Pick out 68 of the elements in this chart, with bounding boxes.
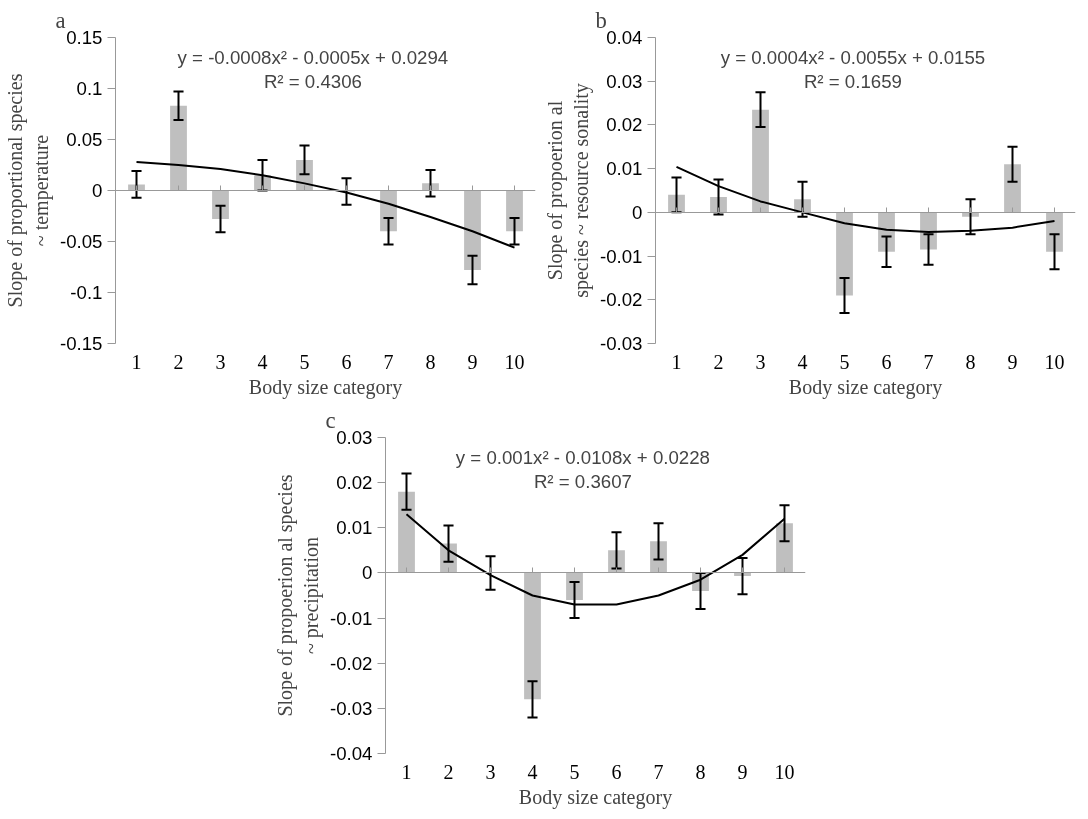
x-tick-label: 1 — [131, 350, 142, 373]
annotation: y = 0.001x² - 0.0108x + 0.0228 — [455, 447, 710, 468]
x-tick-label: 7 — [923, 350, 934, 373]
y-tick-label: -0.03 — [599, 333, 643, 354]
x-tick-label: 2 — [173, 350, 184, 373]
y-tick-label: 0.04 — [606, 27, 643, 48]
x-tick-label: 2 — [443, 760, 454, 783]
x-tick-label: 7 — [653, 760, 664, 783]
x-tick-label: 3 — [485, 760, 496, 783]
x-tick-label: 6 — [341, 350, 352, 373]
x-tick-label: 10 — [504, 350, 525, 373]
x-tick-label: 6 — [611, 760, 622, 783]
y-axis-title: Slope of propoerion al species ~ precipitation — [273, 474, 323, 717]
chart-title: b — [595, 7, 607, 33]
y-tick-label: -0.02 — [329, 652, 373, 674]
y-axis-title: Slope of proportional species ~ temperature — [3, 73, 53, 308]
y-tick-label: -0.15 — [59, 333, 103, 354]
annotation: R² = 0.1659 — [803, 71, 902, 92]
x-tick-label: 4 — [797, 350, 808, 373]
y-tick-label: -0.05 — [59, 231, 103, 252]
annotation: R² = 0.4306 — [263, 71, 362, 92]
x-tick-label: 9 — [1007, 350, 1018, 373]
x-tick-label: 1 — [401, 760, 412, 783]
x-tick-label: 9 — [467, 350, 478, 373]
annotation: y = -0.0008x² - 0.0005x + 0.0294 — [177, 47, 449, 68]
y-tick-label: 0.01 — [336, 517, 373, 539]
y-tick-label: 0.02 — [606, 114, 643, 136]
x-tick-label: 9 — [737, 760, 748, 783]
y-tick-label: 0.15 — [66, 27, 103, 48]
y-tick-label: 0.03 — [606, 70, 643, 92]
annotation: R² = 0.3607 — [533, 471, 632, 492]
x-tick-label: 3 — [215, 350, 226, 373]
y-tick-label: -0.01 — [329, 607, 373, 629]
x-tick-label: 10 — [1044, 350, 1065, 373]
y-tick-label: 0 — [92, 180, 103, 201]
y-tick-label: 0.03 — [336, 427, 373, 448]
x-tick-label: 10 — [774, 760, 795, 783]
y-tick-label: -0.02 — [599, 289, 643, 311]
x-tick-label: 2 — [713, 350, 724, 373]
x-axis-title: Body size category — [788, 375, 943, 399]
y-tick-label: 0.05 — [66, 129, 103, 150]
x-tick-label: 4 — [257, 350, 268, 373]
x-tick-label: 8 — [695, 760, 706, 783]
y-tick-label: 0 — [632, 201, 643, 223]
x-tick-label: 1 — [671, 350, 682, 373]
annotation: y = 0.0004x² - 0.0055x + 0.0155 — [720, 47, 986, 68]
y-tick-label: -0.1 — [70, 282, 103, 303]
x-tick-label: 4 — [527, 760, 538, 783]
x-tick-label: 6 — [881, 350, 892, 373]
y-tick-label: 0.01 — [606, 158, 643, 180]
x-tick-label: 7 — [383, 350, 394, 373]
y-tick-label: -0.03 — [329, 697, 373, 719]
x-tick-label: 5 — [299, 350, 310, 373]
y-tick-label: -0.04 — [329, 743, 373, 764]
y-tick-label: 0.02 — [336, 472, 373, 494]
x-tick-label: 8 — [965, 350, 976, 373]
x-axis-title: Body size category — [248, 375, 403, 399]
x-tick-label: 5 — [569, 760, 580, 783]
y-tick-label: 0.1 — [76, 78, 103, 99]
x-tick-label: 3 — [755, 350, 766, 373]
chart-title: a — [55, 7, 66, 33]
chart-title: c — [325, 407, 336, 433]
x-tick-label: 8 — [425, 350, 436, 373]
y-tick-label: 0 — [362, 562, 373, 584]
y-axis-title: Slope of propoerion al species ~ resource sonality — [543, 83, 593, 298]
x-axis-title: Body size category — [518, 785, 673, 809]
y-tick-label: -0.01 — [599, 245, 643, 267]
x-tick-label: 5 — [839, 350, 850, 373]
